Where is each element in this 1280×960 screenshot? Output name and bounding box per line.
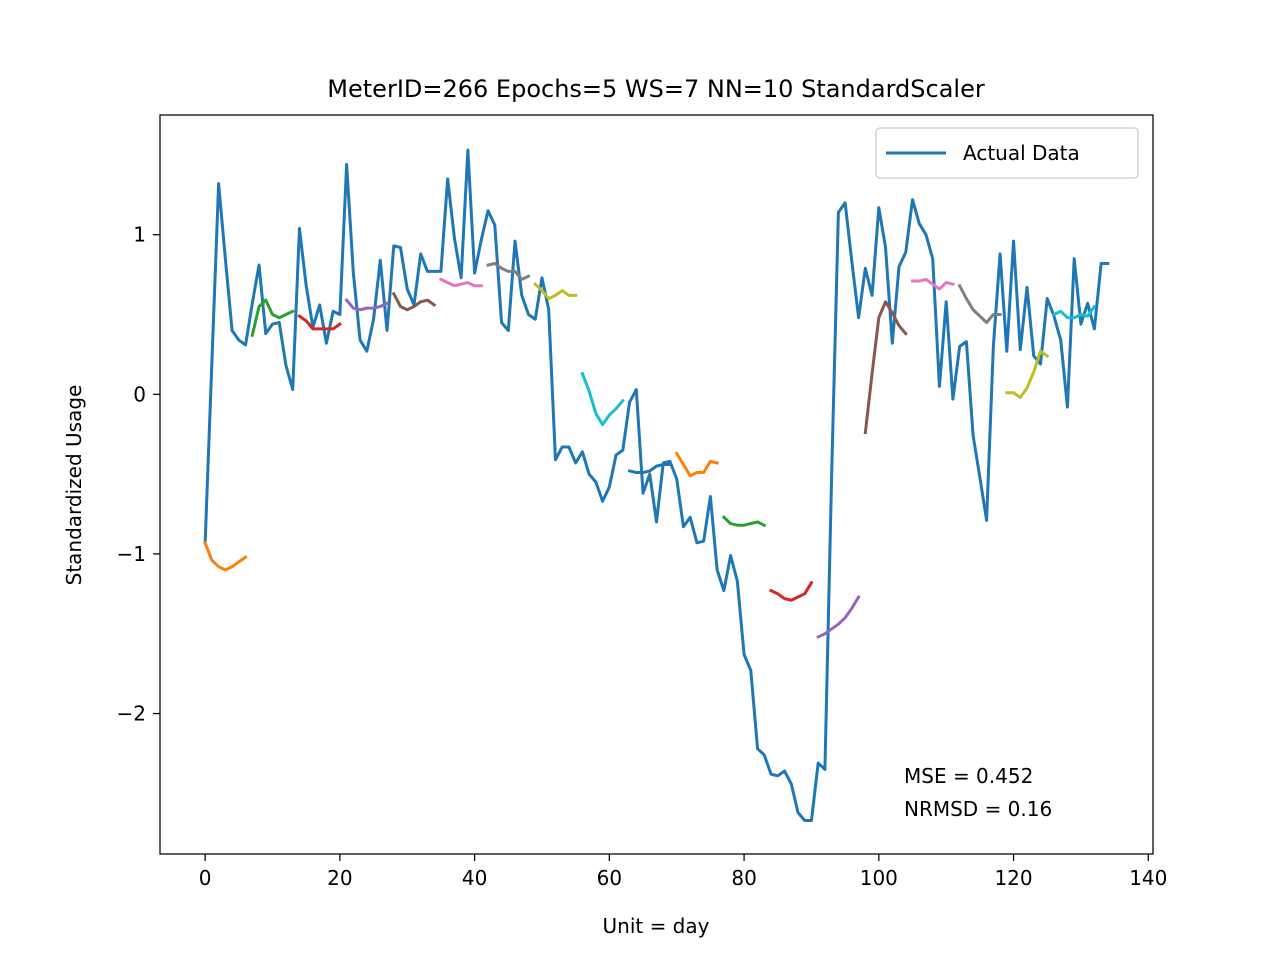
x-tick-label: 20 [327, 866, 352, 890]
y-tick-label: −2 [117, 702, 146, 726]
legend: Actual Data [875, 127, 1139, 179]
prediction-line-12 [721, 515, 767, 528]
plot-lines [203, 148, 1110, 822]
prediction-line-4 [344, 298, 390, 312]
x-tick-label: 100 [860, 866, 898, 890]
prediction-line-7 [486, 261, 531, 281]
x-tick-label: 40 [462, 866, 487, 890]
prediction-line-9 [580, 371, 625, 427]
x-axis-ticks: 0 20 40 60 80 100 120 140 [199, 854, 1167, 890]
chart-title: MeterID=266 Epochs=5 WS=7 NN=10 Standard… [327, 75, 985, 103]
prediction-line-16 [911, 277, 955, 291]
y-tick-label: 0 [133, 382, 146, 406]
nrmsd-annotation: NRMSD = 0.16 [904, 797, 1052, 821]
prediction-line-17 [957, 283, 1002, 324]
y-tick-label: −1 [117, 542, 146, 566]
legend-box [875, 127, 1139, 179]
prediction-line-10 [627, 463, 672, 475]
series-line-actual-data [203, 148, 1110, 822]
y-axis-label: Standardized Usage [62, 385, 86, 586]
prediction-line-11 [674, 451, 719, 478]
prediction-line-15 [863, 300, 908, 435]
x-tick-label: 120 [994, 866, 1032, 890]
y-tick-label: 1 [133, 223, 146, 247]
prediction-line-5 [391, 291, 437, 312]
x-axis-label: Unit = day [603, 914, 710, 938]
prediction-line-2 [250, 298, 295, 338]
plot-frame [159, 114, 1154, 855]
y-axis-ticks: −2 −1 0 1 [117, 223, 160, 726]
prediction-line-1 [203, 540, 248, 572]
x-tick-label: 60 [597, 866, 622, 890]
prediction-line-13 [769, 580, 814, 602]
prediction-line-18 [1005, 349, 1050, 400]
legend-label-actual-data: Actual Data [963, 141, 1080, 165]
x-tick-label: 140 [1129, 866, 1167, 890]
prediction-line-8 [533, 282, 578, 301]
x-tick-label: 80 [731, 866, 756, 890]
prediction-line-19 [1051, 304, 1097, 320]
x-tick-label: 0 [199, 866, 212, 890]
mse-annotation: MSE = 0.452 [904, 764, 1033, 788]
prediction-line-6 [438, 277, 483, 288]
prediction-line-14 [816, 594, 861, 639]
prediction-line-3 [297, 314, 342, 331]
